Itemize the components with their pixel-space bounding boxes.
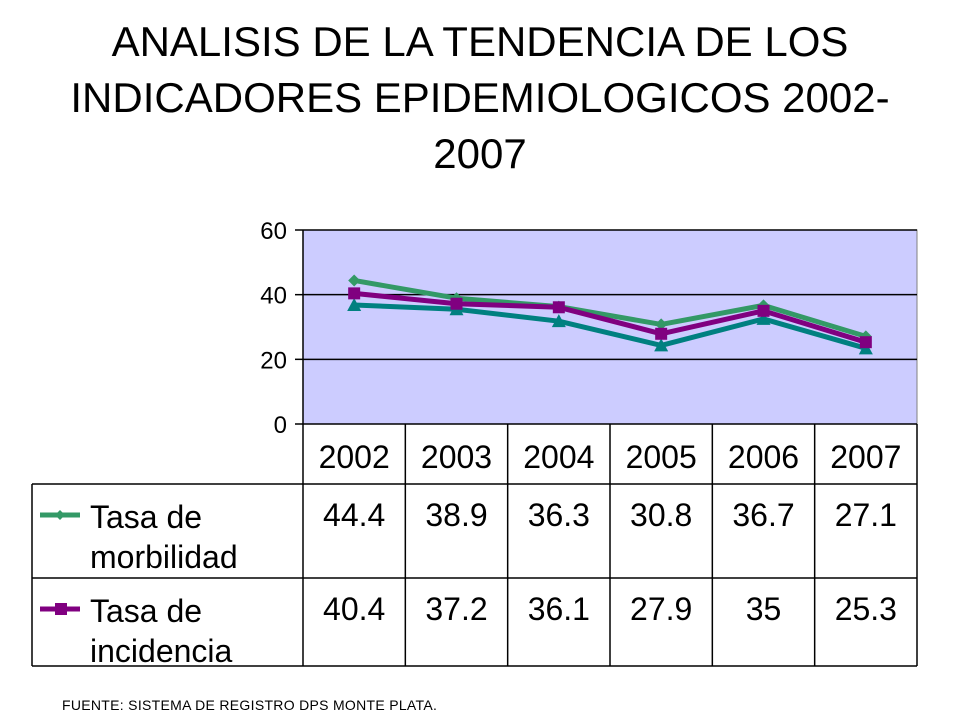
legend-key-marker — [55, 603, 67, 615]
x-tick-label: 2006 — [728, 439, 799, 475]
y-tick-label: 40 — [260, 283, 287, 310]
y-tick-label: 60 — [260, 218, 287, 245]
series-line — [353, 290, 867, 345]
y-tick-label: 20 — [260, 347, 287, 374]
data-point — [655, 318, 668, 331]
plot-area — [302, 229, 918, 425]
data-point — [551, 314, 566, 328]
x-tick-label: 2007 — [830, 439, 901, 475]
legend-label: Tasa de — [90, 593, 202, 629]
y-tick-label: 0 — [274, 412, 287, 439]
data-point — [552, 301, 565, 314]
title-line-1: ANALISIS DE LA TENDENCIA DE LOS — [111, 18, 849, 65]
data-point — [348, 274, 361, 287]
data-label: 37.2 — [425, 591, 487, 627]
source-note: FUENTE: SISTEMA DE REGISTRO DPS MONTE PL… — [62, 697, 438, 713]
x-tick-label: 2002 — [319, 439, 390, 475]
data-label: 40.4 — [323, 591, 385, 627]
data-label: 38.9 — [425, 497, 487, 533]
data-point — [757, 304, 770, 317]
x-tick-label: 2003 — [421, 439, 492, 475]
series-line — [354, 302, 867, 351]
data-point — [450, 297, 463, 310]
data-label: 36.1 — [528, 591, 590, 627]
x-tick-label: 2004 — [523, 439, 594, 475]
series-line — [353, 277, 867, 339]
data-point — [654, 338, 669, 352]
data-label: 27.9 — [630, 591, 692, 627]
legend-key-marker — [55, 510, 65, 520]
data-point — [859, 336, 872, 349]
page-title: ANALISIS DE LA TENDENCIA DE LOS INDICADO… — [0, 14, 960, 182]
data-label: 36.3 — [528, 497, 590, 533]
data-point — [348, 287, 361, 300]
data-label: 25.3 — [835, 591, 897, 627]
data-label: 35 — [746, 591, 782, 627]
title-line-2: INDICADORES EPIDEMIOLOGICOS 2002- — [70, 74, 890, 121]
legend-label: Tasa de — [90, 499, 202, 535]
data-point — [347, 298, 362, 312]
data-label: 27.1 — [835, 497, 897, 533]
data-label: 30.8 — [630, 497, 692, 533]
data-label: 36.7 — [732, 497, 794, 533]
data-label: 44.4 — [323, 497, 385, 533]
title-line-3: 2007 — [433, 130, 527, 177]
legend-label: morbilidad — [90, 539, 238, 575]
data-point — [756, 311, 771, 325]
legend-label: incidencia — [90, 633, 233, 669]
x-tick-label: 2005 — [626, 439, 697, 475]
data-point — [655, 327, 668, 340]
